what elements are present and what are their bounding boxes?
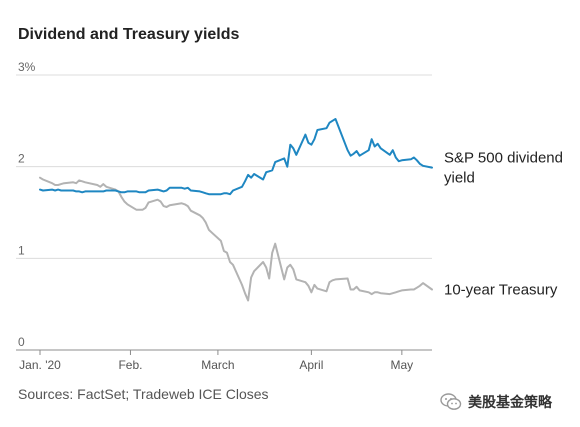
wechat-icon (440, 393, 462, 410)
x-tick-label: April (299, 358, 323, 372)
x-tick-label: Feb. (118, 358, 142, 372)
chart-title: Dividend and Treasury yields (18, 26, 240, 43)
y-tick-label: 3% (18, 60, 36, 74)
series-line-10-year-treasury (39, 176, 433, 302)
axis-layer: 0 1 2 3% Jan. '20 Feb. March April May (18, 60, 413, 372)
chart-source: Sources: FactSet; Tradeweb ICE Closes (18, 386, 269, 402)
series-label: yield (444, 170, 475, 187)
x-tick-label: Jan. '20 (19, 358, 61, 372)
series-label: 10-year Treasury (444, 282, 558, 299)
y-tick-label: 2 (18, 152, 25, 166)
watermark: 美股基金策略 (440, 392, 552, 412)
x-tick-label: March (201, 358, 234, 372)
y-tick-label: 1 (18, 243, 25, 257)
y-tick-label: 0 (18, 335, 25, 349)
series-label-layer: S&P 500 dividend yield 10-year Treasury (444, 150, 563, 299)
x-tick-label: May (391, 358, 414, 372)
series-layer (39, 118, 433, 302)
series-label: S&P 500 dividend (444, 150, 563, 167)
series-line-s-p-500-dividend-yield (39, 118, 433, 196)
grid-layer (16, 74, 432, 351)
watermark-text: 美股基金策略 (468, 395, 552, 411)
